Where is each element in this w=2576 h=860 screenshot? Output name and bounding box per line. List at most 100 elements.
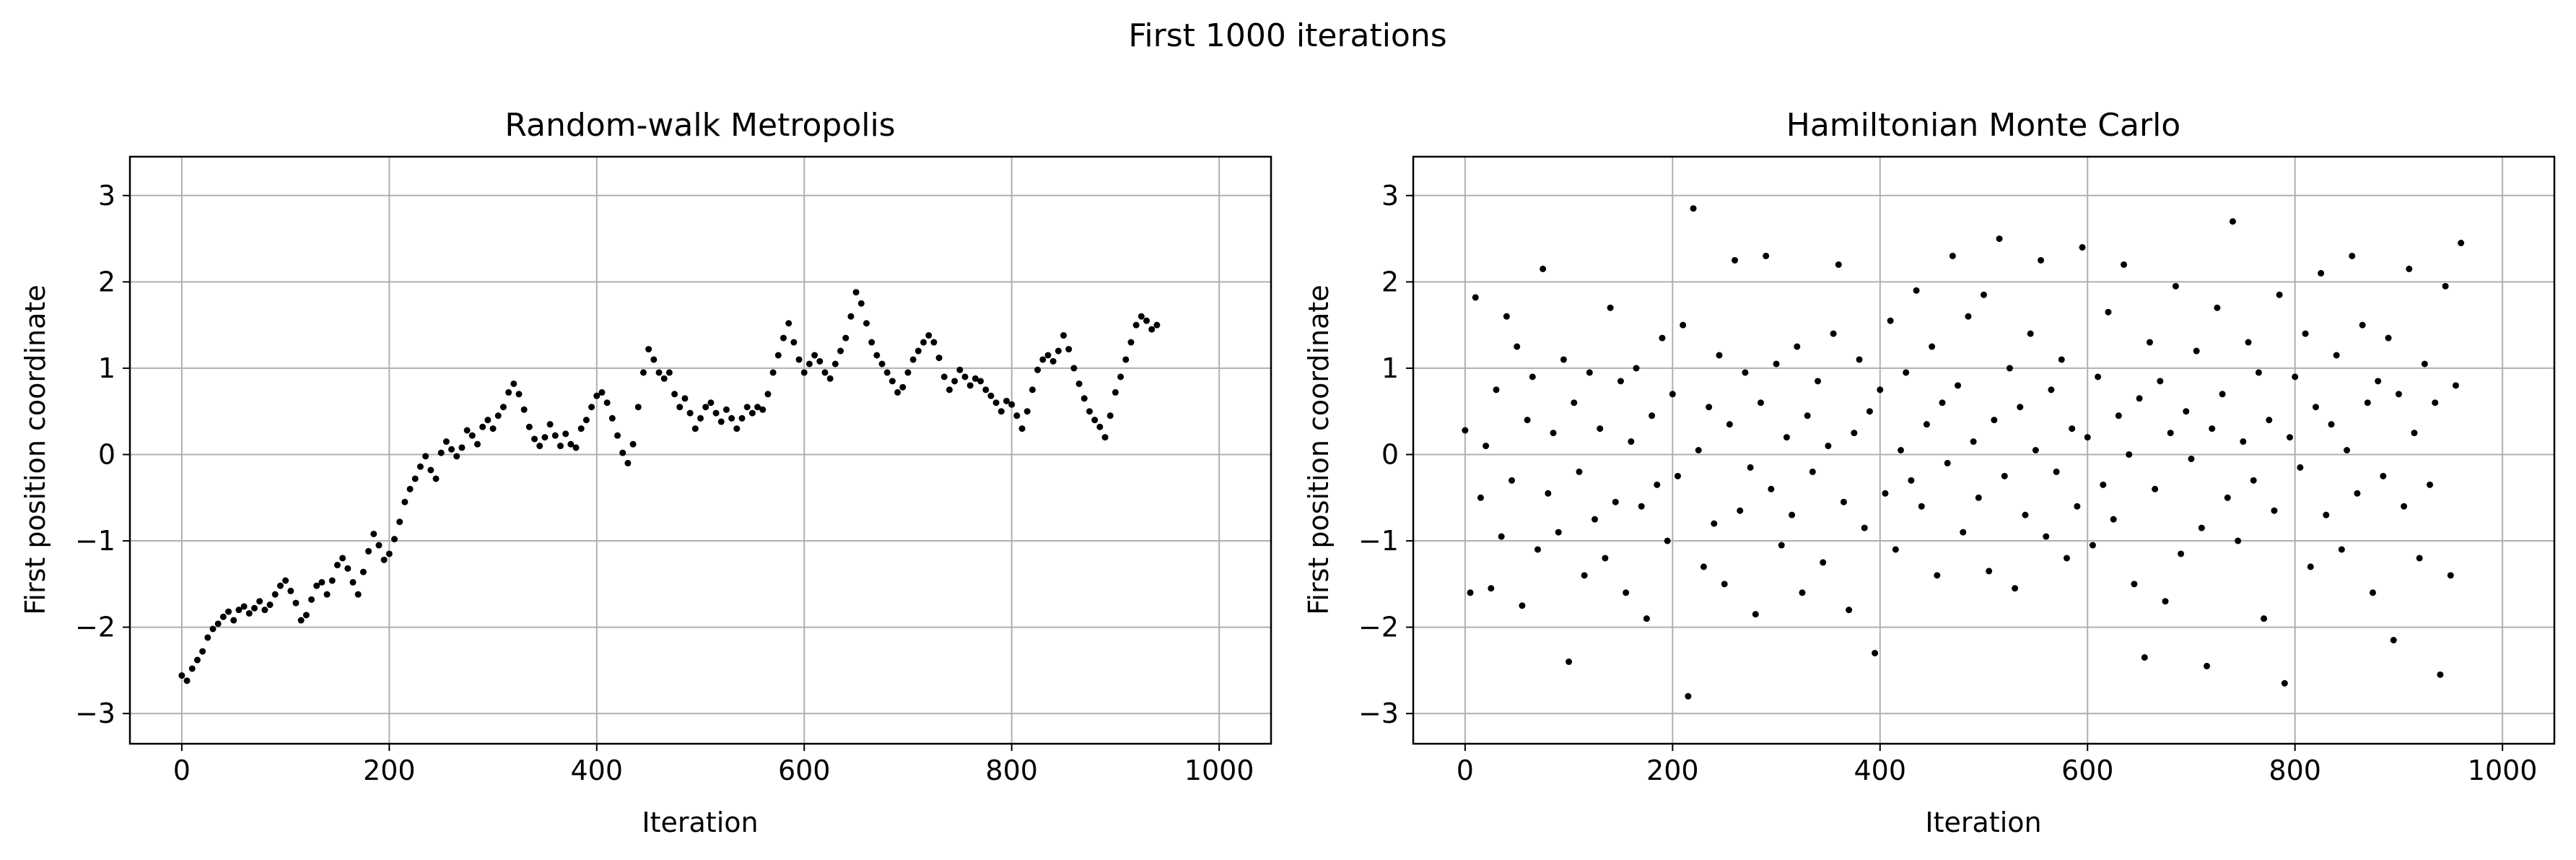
data-point [1892,546,1899,553]
data-point [2001,472,2008,479]
data-point [1820,559,1827,566]
data-point [458,444,466,451]
data-point [2089,542,2096,549]
data-point [1908,477,1915,484]
data-point [2349,252,2356,259]
data-point [567,440,575,448]
data-point [1008,401,1016,408]
data-point [1664,537,1671,544]
data-point [1607,304,1614,311]
data-point [665,369,673,376]
y-tick-label: −3 [1358,698,1399,729]
x-tick-label: 400 [571,755,624,786]
data-point [1726,421,1733,428]
data-point [1581,572,1588,579]
data-point [562,430,569,438]
data-point [614,432,621,439]
data-point [608,414,616,422]
data-point [323,591,331,598]
data-point [2053,468,2060,475]
data-point [697,414,704,422]
data-point [1866,408,1873,415]
data-point [235,607,243,614]
data-point [1898,447,1905,453]
data-point [1566,658,1573,665]
data-point [308,596,315,603]
data-point [821,369,829,376]
data-point [691,425,699,433]
data-point [2017,404,2024,411]
y-tick-label: 1 [1381,352,1399,384]
y-tick-label: 2 [98,266,115,297]
data-point [199,648,206,655]
data-point [245,609,253,617]
data-point [406,485,414,492]
data-point [997,408,1005,415]
data-point [1023,408,1031,415]
data-point [2344,447,2351,453]
data-point [2100,481,2107,488]
data-point [1597,425,1604,433]
data-point [2152,485,2159,492]
data-point [1013,412,1021,420]
data-point [333,562,341,569]
data-point [1534,546,1541,553]
data-point [1560,356,1567,363]
data-point [1846,607,1853,614]
data-point [1700,563,1707,570]
data-point [2110,516,2117,523]
data-point [463,427,471,434]
x-tick-label: 0 [173,755,191,786]
data-point [2209,425,2216,433]
data-point [2292,373,2299,381]
data-point [2074,503,2081,510]
data-point [349,578,357,586]
data-point [868,339,876,346]
data-point [2302,330,2309,337]
data-point [510,380,518,387]
data-point [899,383,907,391]
data-point [951,378,959,385]
data-point [1148,326,1156,333]
data-point [2442,282,2449,290]
data-point [328,577,336,584]
chart-title: Random-walk Metropolis [505,107,895,144]
data-point [1815,378,1822,385]
data-point [759,406,767,413]
data-point [816,357,824,365]
data-point [572,444,580,451]
data-point [1882,490,1889,497]
data-point [847,313,855,320]
data-point [972,375,979,382]
data-point [276,582,284,589]
data-point [863,320,870,327]
data-point [1029,386,1036,394]
data-point [2063,555,2070,562]
data-point [800,369,808,376]
data-point [754,404,761,411]
data-point [2038,256,2045,264]
data-point [1070,365,1078,372]
data-point [2307,563,2314,570]
data-point [2084,434,2091,441]
y-tick-label: −3 [75,698,115,729]
data-point [1809,468,1816,475]
data-point [271,591,279,598]
data-point [396,518,403,526]
data-point [411,475,419,482]
data-point [2224,494,2231,501]
data-point [2458,240,2465,247]
data-point [556,443,564,450]
data-point [468,432,476,439]
data-point [546,421,554,428]
data-point [344,565,352,572]
data-point [453,453,460,460]
x-axis-label: Iteration [1925,807,2041,838]
data-point [1034,366,1042,373]
data-point [2219,391,2226,398]
data-point [2136,395,2143,402]
x-tick-label: 0 [1457,755,1474,786]
data-point [2406,265,2413,272]
data-point [2276,291,2283,298]
data-point [499,404,507,411]
